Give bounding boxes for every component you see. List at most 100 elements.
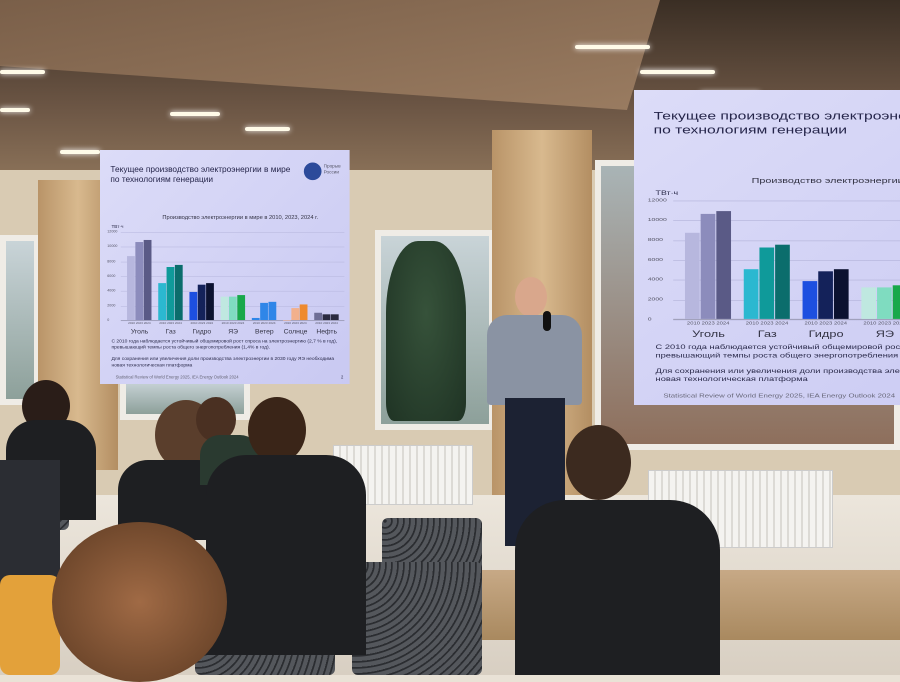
audience-member <box>515 500 720 675</box>
category-label: Уголь <box>679 329 738 340</box>
speaker-head <box>515 277 547 317</box>
ceiling-light <box>0 108 30 112</box>
bullet-1: С 2010 года наблюдается устойчивый общем… <box>111 338 340 350</box>
gridline <box>121 321 345 322</box>
speaker-shirt <box>487 315 582 405</box>
source: Statistical Review of World Energy 2025,… <box>116 375 239 380</box>
audience-member <box>206 455 366 655</box>
logo-icon <box>304 162 322 180</box>
y-tick-label: 12000 <box>648 198 667 204</box>
projected-slide-left: Текущее производство электроэнергии в ми… <box>100 150 350 384</box>
ceiling-light <box>640 70 715 74</box>
bar <box>221 296 229 320</box>
chart-title: Производство электроэнергии в мире в 201… <box>162 214 318 221</box>
y-tick-label: 8000 <box>107 260 115 264</box>
bar <box>685 233 700 319</box>
bullet-2: Для сохранения или увеличения доли произ… <box>111 356 340 368</box>
bar <box>206 283 214 320</box>
category-label: Нефть <box>311 327 342 335</box>
year-labels: 2010 2023 2024 <box>190 322 213 326</box>
year-labels: 2010 2023 2024 <box>315 322 338 326</box>
bar <box>229 296 237 320</box>
category-label: Гидро <box>797 329 856 340</box>
bar <box>701 214 716 319</box>
year-labels: 2010 2023 2024 <box>222 322 245 326</box>
bar <box>331 314 339 320</box>
category-label: Ветер <box>249 327 280 335</box>
bar <box>716 211 731 319</box>
y-tick-label: 6000 <box>648 257 663 263</box>
bar <box>135 242 143 320</box>
category-label: Газ <box>155 327 186 335</box>
year-labels: 2010 2023 2024 <box>863 322 900 327</box>
bar <box>268 302 276 320</box>
ceiling-light <box>60 150 100 154</box>
gridline <box>121 262 345 263</box>
microphone-icon <box>543 311 551 331</box>
page-number: 2 <box>341 375 343 380</box>
y-tick-label: 12000 <box>107 230 117 234</box>
bar <box>252 318 260 320</box>
y-unit: ТВт·ч <box>656 189 679 197</box>
bar <box>127 256 135 320</box>
year-labels: 2010 2023 2024 <box>253 322 276 326</box>
bar <box>300 305 308 320</box>
bar <box>260 303 268 320</box>
bar <box>144 240 152 320</box>
audience-head <box>248 397 306 463</box>
logo-text: Прорыв России <box>324 164 348 175</box>
ceiling-light <box>575 45 650 49</box>
y-tick-label: 4000 <box>107 289 115 293</box>
y-tick-label: 10000 <box>648 218 667 224</box>
y-tick-label: 4000 <box>648 277 663 283</box>
category-label: ЯЭ <box>218 327 249 335</box>
year-labels: 2010 2023 2024 <box>746 322 789 327</box>
bar <box>803 281 818 319</box>
y-tick-label: 10000 <box>107 245 117 249</box>
year-labels: 2010 2023 2024 <box>159 322 182 326</box>
category-label: ЯЭ <box>855 329 900 340</box>
slide-title: Текущее производство электроэнергии в ми… <box>654 110 900 138</box>
bar <box>861 287 876 319</box>
gridline <box>121 276 345 277</box>
bar <box>834 269 849 319</box>
gridline <box>673 201 900 202</box>
year-labels: 2010 2023 2024 <box>284 322 307 326</box>
audience-member-yellow-jacket <box>0 575 60 675</box>
slide-title: Текущее производство электроэнергии в ми… <box>110 165 297 186</box>
bar <box>175 265 183 320</box>
bar <box>877 287 892 319</box>
category-label: Газ <box>738 329 797 340</box>
bar <box>158 283 166 320</box>
year-labels: 2010 2023 2024 <box>805 322 848 327</box>
gridline <box>121 291 345 292</box>
y-tick-label: 8000 <box>648 237 663 243</box>
gridline <box>121 247 345 248</box>
right-screen: Текущее производство электроэнергии в ми… <box>622 80 900 410</box>
y-tick-label: 2000 <box>648 297 663 303</box>
year-labels: 2010 2023 2024 <box>128 322 151 326</box>
category-label: Гидро <box>186 327 217 335</box>
bar <box>323 314 331 320</box>
y-tick-label: 6000 <box>107 274 115 278</box>
audience-head-foreground <box>52 522 227 682</box>
bar <box>759 248 774 319</box>
window <box>375 230 495 430</box>
gridline <box>673 320 900 321</box>
bar <box>237 295 245 320</box>
year-labels: 2010 2023 2024 <box>687 322 730 327</box>
bar <box>167 267 175 320</box>
bar <box>314 313 322 320</box>
ceiling-light <box>245 127 290 131</box>
projected-slide-right: Текущее производство электроэнергии в ми… <box>634 90 900 405</box>
bar <box>189 292 197 320</box>
bar <box>198 285 206 320</box>
gridline <box>121 232 345 233</box>
bar <box>893 285 900 319</box>
bullet-1: С 2010 года наблюдается устойчивый общем… <box>656 343 900 360</box>
bar <box>291 308 299 320</box>
y-tick-label: 0 <box>648 317 652 323</box>
y-unit: ТВт·ч <box>111 224 123 230</box>
